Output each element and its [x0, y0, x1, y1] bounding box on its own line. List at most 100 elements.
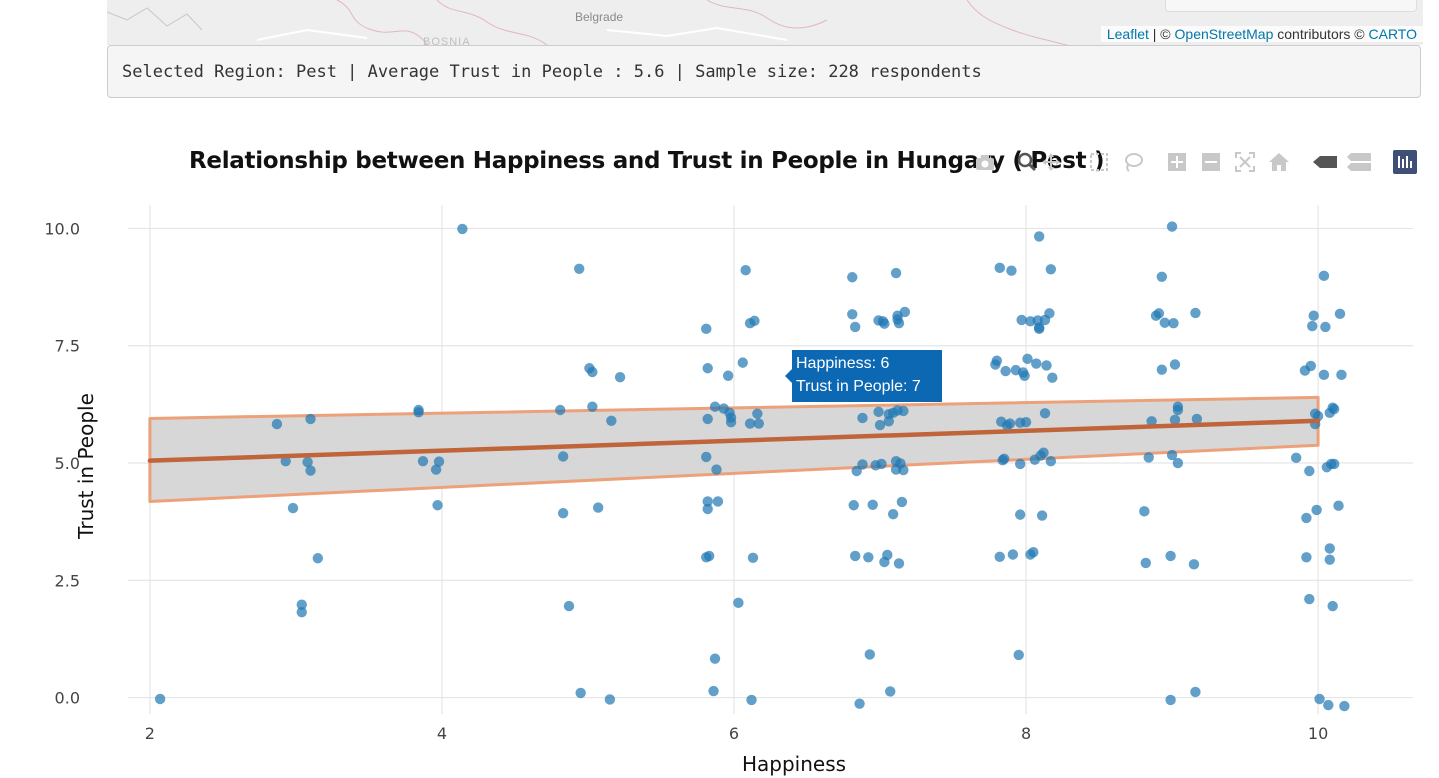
data-point[interactable] [1156, 271, 1168, 282]
data-point[interactable] [898, 405, 909, 417]
data-point[interactable] [1146, 416, 1157, 427]
data-point[interactable] [271, 418, 283, 430]
data-point[interactable] [898, 464, 909, 476]
data-point[interactable] [994, 551, 1005, 563]
data-point[interactable] [1165, 550, 1176, 562]
data-point[interactable] [1033, 231, 1045, 242]
data-point[interactable] [296, 607, 307, 618]
data-point[interactable] [587, 401, 598, 412]
data-point[interactable] [1159, 317, 1170, 328]
data-point[interactable] [417, 455, 429, 467]
data-point[interactable] [1328, 403, 1340, 415]
data-point[interactable] [1006, 265, 1017, 276]
data-point[interactable] [1323, 699, 1334, 711]
data-point[interactable] [702, 363, 713, 374]
data-point[interactable] [847, 272, 858, 283]
spike-lines-icon[interactable] [1312, 149, 1338, 175]
data-point[interactable] [1016, 314, 1027, 326]
data-point[interactable] [557, 451, 569, 462]
data-point[interactable] [302, 456, 313, 468]
data-point[interactable] [1019, 370, 1030, 381]
data-point[interactable] [709, 401, 721, 412]
data-point[interactable] [563, 600, 575, 612]
data-point[interactable] [737, 357, 748, 368]
data-point[interactable] [1327, 600, 1338, 612]
data-point[interactable] [296, 599, 307, 610]
data-point[interactable] [1172, 404, 1184, 416]
data-point[interactable] [722, 370, 734, 381]
data-point[interactable] [1305, 360, 1316, 372]
data-point[interactable] [1169, 359, 1181, 370]
data-point[interactable] [1153, 308, 1165, 319]
data-point[interactable] [701, 451, 712, 463]
data-point[interactable] [885, 686, 896, 697]
data-point[interactable] [887, 508, 899, 520]
data-point[interactable] [849, 550, 861, 562]
data-point[interactable] [1304, 465, 1315, 477]
data-point[interactable] [1336, 369, 1347, 381]
data-point[interactable] [592, 502, 604, 513]
zoom-icon[interactable] [1014, 149, 1040, 175]
data-point[interactable] [864, 649, 875, 660]
data-point[interactable] [604, 694, 616, 705]
box-select-icon[interactable] [1086, 149, 1112, 175]
data-point[interactable] [1013, 649, 1024, 661]
data-point[interactable] [1166, 449, 1178, 461]
data-point[interactable] [1301, 512, 1312, 524]
data-point[interactable] [1036, 510, 1048, 521]
zoom-in-icon[interactable] [1164, 149, 1190, 175]
data-point[interactable] [882, 549, 893, 561]
data-point[interactable] [1190, 307, 1201, 319]
zoom-out-icon[interactable] [1198, 149, 1224, 175]
data-point[interactable] [606, 415, 617, 426]
data-point[interactable] [899, 306, 911, 318]
data-point[interactable] [1318, 270, 1330, 282]
data-point[interactable] [1308, 310, 1319, 321]
pan-icon[interactable] [1038, 149, 1064, 175]
data-point[interactable] [1290, 452, 1302, 464]
data-point[interactable] [1045, 264, 1057, 275]
data-point[interactable] [1022, 353, 1033, 365]
data-point[interactable] [1307, 320, 1318, 332]
data-point[interactable] [1014, 509, 1026, 520]
data-point[interactable] [614, 371, 626, 383]
data-point[interactable] [280, 455, 291, 467]
data-point[interactable] [890, 267, 902, 279]
data-point[interactable] [702, 503, 713, 515]
data-point[interactable] [1314, 693, 1325, 705]
data-point[interactable] [1045, 455, 1057, 467]
leaflet-link[interactable]: Leaflet [1106, 26, 1149, 42]
data-point[interactable] [1007, 549, 1019, 560]
data-point[interactable] [1169, 414, 1181, 426]
data-point[interactable] [733, 597, 744, 609]
data-point[interactable] [587, 366, 598, 378]
data-point[interactable] [1044, 308, 1055, 319]
data-point[interactable] [702, 496, 713, 507]
data-point[interactable] [1139, 506, 1150, 517]
data-point[interactable] [433, 456, 445, 467]
data-point[interactable] [575, 687, 586, 699]
data-point[interactable] [1041, 360, 1052, 371]
data-point[interactable] [1014, 458, 1026, 470]
data-point[interactable] [998, 453, 1010, 464]
data-point[interactable] [879, 318, 890, 329]
data-point[interactable] [867, 499, 878, 510]
data-point[interactable] [1339, 700, 1350, 712]
reset-axes-icon[interactable] [1266, 149, 1292, 175]
data-point[interactable] [1320, 321, 1331, 333]
data-point[interactable] [1033, 323, 1045, 335]
data-point[interactable] [1191, 413, 1203, 425]
data-point[interactable] [747, 552, 759, 563]
data-point[interactable] [703, 550, 715, 562]
data-point[interactable] [555, 404, 566, 416]
data-point[interactable] [1028, 546, 1039, 558]
data-point[interactable] [896, 496, 908, 508]
data-point[interactable] [1156, 364, 1168, 375]
data-point[interactable] [430, 464, 442, 475]
data-point[interactable] [1188, 559, 1200, 570]
data-point[interactable] [413, 407, 424, 418]
data-point[interactable] [883, 416, 894, 427]
data-point[interactable] [893, 318, 905, 329]
data-point[interactable] [1301, 552, 1312, 563]
